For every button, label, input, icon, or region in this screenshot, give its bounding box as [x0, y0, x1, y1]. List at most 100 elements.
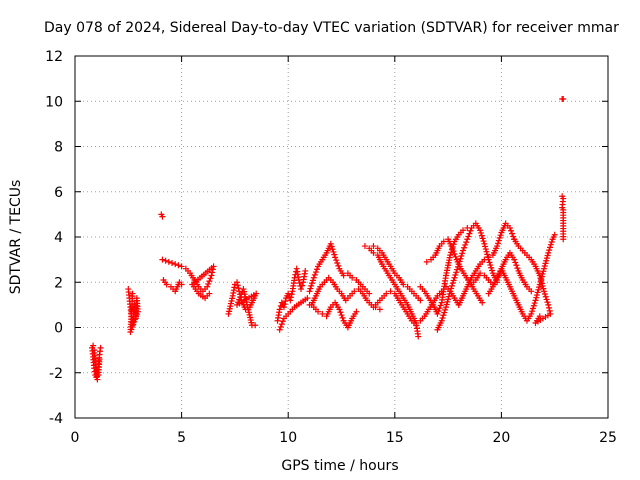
- data-point: [306, 301, 313, 308]
- y-tick-label: 6: [54, 185, 63, 201]
- data-point-trail: [299, 282, 306, 289]
- x-tick-label: 5: [177, 430, 186, 446]
- data-point-trail: [531, 300, 538, 307]
- data-point: [560, 95, 567, 102]
- data-point-trail: [540, 268, 547, 275]
- data-point-trail: [205, 280, 212, 287]
- data-point-trail: [435, 308, 442, 315]
- data-point-trail: [537, 275, 544, 282]
- data-point-trail: [547, 241, 554, 248]
- data-point-trail: [495, 237, 502, 244]
- data-point-trail: [482, 246, 489, 253]
- data-point-trail: [543, 255, 550, 262]
- data-point: [451, 274, 458, 281]
- data-point-trail: [207, 275, 214, 282]
- data-point: [234, 279, 241, 286]
- data-point: [310, 274, 317, 281]
- data-point-trail: [288, 294, 295, 301]
- data-point-trail: [445, 296, 452, 303]
- data-point: [485, 254, 492, 261]
- y-tick-label: 10: [45, 94, 63, 110]
- data-point-trail: [282, 298, 289, 305]
- data-point-trail: [529, 308, 536, 315]
- data-point: [400, 281, 407, 288]
- data-point-trail: [510, 233, 517, 240]
- data-point: [304, 295, 311, 302]
- data-point: [306, 288, 313, 295]
- data-point-trail: [482, 243, 489, 250]
- data-point: [438, 317, 445, 324]
- data-point-trail: [450, 248, 457, 255]
- data-point: [159, 256, 166, 263]
- data-point-trail: [454, 266, 461, 273]
- data-point: [208, 272, 215, 279]
- data-point: [361, 243, 368, 250]
- data-point-trail: [449, 280, 456, 287]
- tick-labels: 0 5 10 15 20 25 -4 -2 0 2 4 6 8 10 12: [45, 49, 617, 446]
- data-point-trail: [533, 294, 540, 301]
- data-point-trail: [514, 265, 521, 272]
- data-point-trail: [480, 238, 487, 245]
- data-point-trail: [484, 251, 491, 258]
- data-point: [536, 272, 543, 279]
- data-point-trail: [462, 241, 469, 248]
- data-point-trail: [544, 252, 551, 259]
- data-point-trail: [331, 251, 338, 258]
- data-point-trail: [540, 285, 547, 292]
- data-point: [447, 252, 454, 259]
- data-point: [477, 270, 484, 277]
- data-point: [541, 265, 548, 272]
- data-point: [297, 286, 304, 293]
- data-point-trail: [513, 262, 520, 269]
- data-point: [413, 322, 420, 329]
- data-point: [165, 258, 172, 265]
- data-point: [366, 290, 373, 297]
- data-point-trail: [337, 309, 344, 316]
- data-point: [455, 261, 462, 268]
- data-point-trail: [529, 305, 536, 312]
- data-point: [336, 306, 343, 313]
- data-point-trail: [278, 321, 285, 328]
- data-point-trail: [288, 291, 295, 298]
- data-point-trail: [439, 314, 446, 321]
- data-point-trail: [335, 262, 342, 269]
- data-point-trail: [454, 263, 461, 270]
- y-axis-label: SDTVAR / TECUs: [8, 180, 24, 295]
- data-point-trail: [329, 246, 336, 253]
- data-point: [234, 301, 241, 308]
- data-point-trail: [339, 314, 346, 321]
- data-point-trail: [535, 286, 542, 293]
- data-point-trail: [451, 250, 458, 257]
- data-point: [276, 306, 283, 313]
- data-point-trail: [548, 238, 555, 245]
- data-point: [434, 310, 441, 317]
- data-point: [319, 310, 326, 317]
- data-point: [560, 236, 567, 243]
- data-point: [287, 297, 294, 304]
- data-point-trail: [541, 291, 548, 298]
- data-point-trail: [441, 309, 448, 316]
- data-point-trail: [497, 232, 504, 239]
- data-point: [423, 258, 430, 265]
- data-point: [163, 281, 170, 288]
- data-point: [280, 304, 287, 311]
- data-point-trail: [536, 284, 543, 291]
- data-point-trail: [169, 260, 176, 267]
- data-point-trail: [543, 296, 550, 303]
- data-point: [541, 288, 548, 295]
- data-point: [349, 274, 356, 281]
- data-point: [460, 227, 467, 234]
- data-point-trail: [461, 244, 468, 251]
- data-point: [159, 213, 166, 220]
- data-point-trail: [453, 269, 460, 276]
- data-point-trail: [452, 253, 459, 260]
- data-point-trail: [538, 277, 545, 284]
- data-point: [129, 290, 136, 297]
- data-point-trail: [457, 255, 464, 262]
- data-point: [97, 344, 104, 351]
- data-point: [376, 306, 383, 313]
- data-point-trail: [456, 258, 463, 265]
- data-point: [449, 245, 456, 252]
- data-point-trail: [543, 257, 550, 264]
